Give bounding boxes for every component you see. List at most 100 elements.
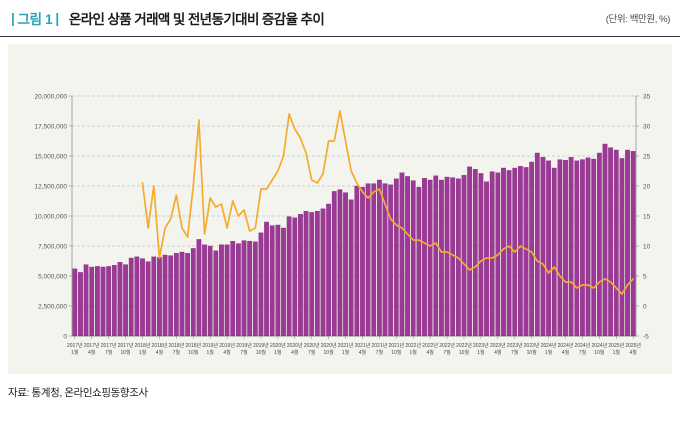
bar[interactable]: [568, 157, 574, 337]
bar[interactable]: [185, 253, 190, 337]
bar[interactable]: [393, 178, 399, 337]
bar[interactable]: [602, 143, 608, 337]
bar[interactable]: [111, 265, 117, 337]
bar[interactable]: [202, 244, 207, 337]
bar[interactable]: [388, 184, 394, 337]
bar[interactable]: [151, 256, 157, 337]
x-axis-tick-label-month: 4월: [359, 349, 367, 356]
bar[interactable]: [298, 214, 303, 337]
line-series[interactable]: [141, 110, 635, 295]
bar[interactable]: [83, 264, 89, 337]
bar[interactable]: [179, 251, 185, 337]
bar[interactable]: [247, 241, 253, 337]
bar[interactable]: [72, 268, 78, 337]
bar[interactable]: [343, 192, 348, 337]
bar[interactable]: [410, 180, 416, 337]
bar[interactable]: [236, 243, 241, 337]
bar[interactable]: [613, 149, 619, 337]
bar[interactable]: [360, 187, 365, 337]
bar[interactable]: [574, 160, 580, 337]
bar[interactable]: [405, 176, 410, 337]
bar[interactable]: [501, 167, 506, 337]
bar[interactable]: [427, 179, 433, 337]
bar[interactable]: [303, 211, 309, 337]
bar[interactable]: [89, 266, 95, 337]
bar[interactable]: [252, 241, 258, 337]
bar[interactable]: [320, 208, 326, 337]
bar[interactable]: [168, 255, 174, 337]
bar[interactable]: [173, 253, 179, 337]
bar[interactable]: [529, 161, 535, 337]
bar[interactable]: [630, 151, 636, 337]
bar[interactable]: [450, 177, 456, 337]
bar[interactable]: [269, 225, 275, 337]
bar[interactable]: [591, 158, 597, 337]
bar[interactable]: [309, 212, 315, 337]
bar[interactable]: [546, 160, 551, 337]
bar[interactable]: [433, 175, 439, 337]
bar[interactable]: [157, 257, 162, 337]
bar[interactable]: [162, 254, 168, 337]
bar[interactable]: [134, 256, 140, 337]
bar[interactable]: [258, 232, 264, 337]
bar[interactable]: [145, 261, 151, 337]
bar[interactable]: [281, 227, 286, 337]
bar[interactable]: [399, 172, 405, 337]
bar[interactable]: [219, 244, 224, 337]
bar[interactable]: [523, 167, 529, 337]
bar[interactable]: [534, 152, 540, 337]
bar[interactable]: [506, 170, 512, 337]
bar[interactable]: [585, 157, 591, 337]
bar[interactable]: [140, 258, 145, 337]
bar[interactable]: [371, 183, 377, 337]
bar[interactable]: [354, 185, 360, 337]
bar[interactable]: [331, 191, 337, 337]
bar[interactable]: [117, 262, 123, 337]
bar[interactable]: [286, 216, 292, 337]
bar[interactable]: [213, 250, 219, 337]
bar[interactable]: [461, 175, 467, 337]
bar[interactable]: [224, 244, 230, 337]
bar[interactable]: [439, 179, 444, 337]
bar[interactable]: [625, 149, 630, 337]
bar[interactable]: [95, 266, 100, 337]
bar[interactable]: [314, 211, 320, 337]
bar[interactable]: [348, 199, 354, 337]
bar[interactable]: [123, 264, 128, 337]
x-axis-tick-label-month: 4월: [426, 349, 434, 356]
bar[interactable]: [377, 179, 382, 337]
bar[interactable]: [551, 167, 557, 337]
bar[interactable]: [78, 272, 83, 337]
bar[interactable]: [580, 159, 585, 337]
bar[interactable]: [518, 166, 523, 337]
bar[interactable]: [207, 245, 213, 337]
bar[interactable]: [196, 239, 202, 337]
bar[interactable]: [106, 266, 112, 337]
bar[interactable]: [416, 187, 422, 337]
bar[interactable]: [292, 217, 298, 337]
bar[interactable]: [128, 257, 134, 337]
bar[interactable]: [264, 221, 269, 337]
y2-axis-tick-label: 0: [643, 303, 647, 310]
bar[interactable]: [382, 183, 388, 337]
bar[interactable]: [230, 241, 236, 337]
bar[interactable]: [422, 178, 427, 337]
bar[interactable]: [608, 147, 613, 337]
bar[interactable]: [596, 152, 602, 337]
bar[interactable]: [557, 159, 563, 337]
bar[interactable]: [540, 157, 546, 337]
bar[interactable]: [489, 171, 495, 337]
bar[interactable]: [190, 248, 196, 337]
bar[interactable]: [472, 169, 478, 337]
bar[interactable]: [444, 176, 450, 337]
bar[interactable]: [478, 173, 484, 337]
bar[interactable]: [365, 183, 371, 337]
bar[interactable]: [100, 266, 106, 337]
bar[interactable]: [337, 189, 343, 337]
bar[interactable]: [467, 166, 472, 337]
bar[interactable]: [275, 224, 281, 337]
bar[interactable]: [563, 160, 568, 337]
bar[interactable]: [241, 240, 247, 337]
bar[interactable]: [619, 158, 625, 337]
bar[interactable]: [326, 203, 331, 337]
